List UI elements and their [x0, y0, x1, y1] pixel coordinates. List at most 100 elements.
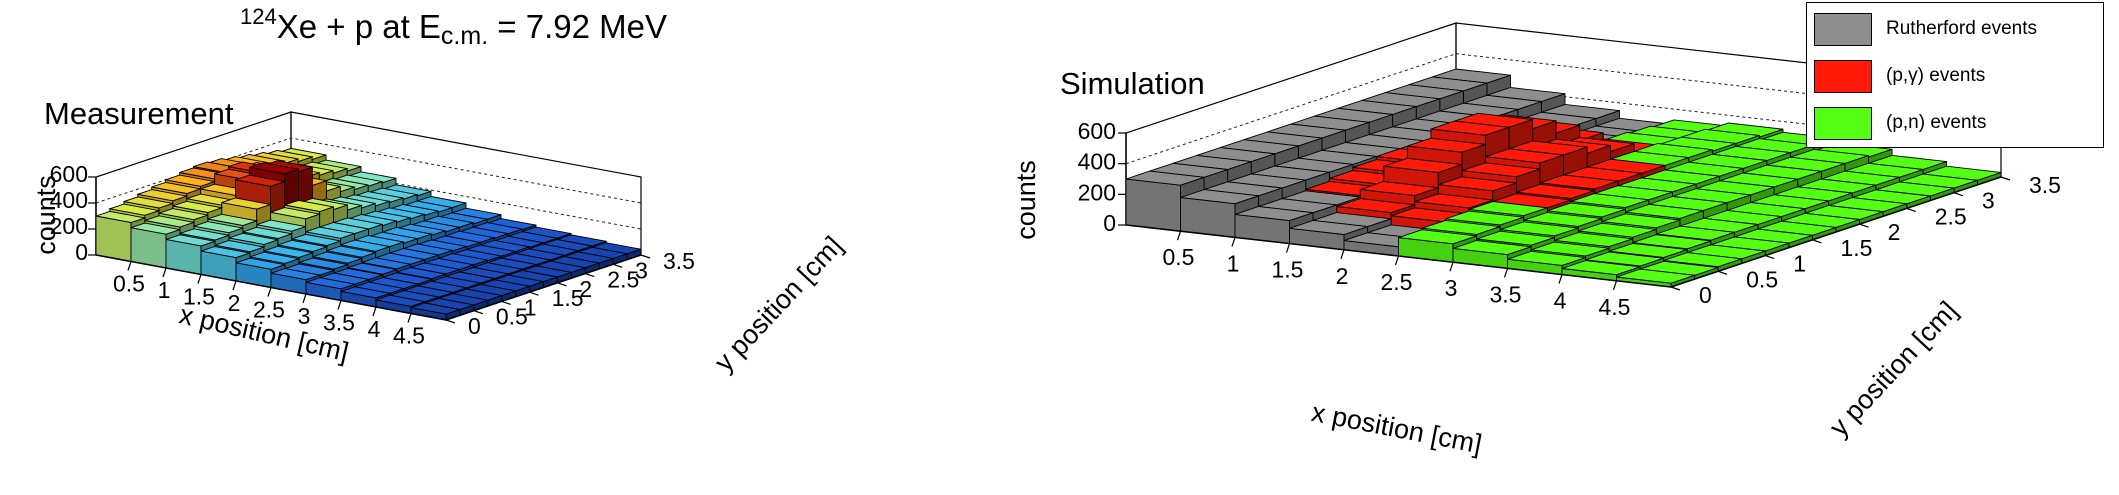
y-axis-line — [1670, 176, 2002, 288]
y-tick — [1670, 286, 1681, 291]
bars — [1125, 68, 2002, 288]
bar-top-face — [158, 208, 208, 221]
y-axis-line — [445, 254, 642, 321]
x-tick — [232, 280, 237, 291]
x-tick — [1340, 249, 1345, 259]
bar-top-face — [171, 200, 224, 213]
bar-top-face — [193, 221, 243, 234]
bar — [1616, 268, 1696, 288]
bar-top-face — [1656, 225, 1735, 241]
bar-top-face — [347, 262, 397, 275]
x-tick — [1612, 280, 1618, 290]
bar-top-face — [1234, 206, 1314, 222]
bar-top-face — [1616, 268, 1695, 284]
x-tick-label: 3.5 — [323, 310, 355, 336]
x-tick-label: 1 — [1227, 250, 1240, 276]
bar-top-face — [249, 162, 299, 175]
z-tick-label: 400 — [50, 187, 88, 213]
z-tick-label: 200 — [50, 213, 88, 239]
bar-top-face — [298, 257, 348, 270]
z-axis-label: counts — [31, 175, 61, 255]
bar-top-face — [221, 197, 271, 210]
bar-top-face — [143, 215, 196, 228]
bar-top-face — [1530, 241, 1610, 257]
x-tick-label: 0.5 — [1163, 244, 1195, 270]
bar-top-face — [206, 213, 259, 226]
bar-top-face — [165, 234, 216, 247]
bar-top-face — [178, 228, 231, 241]
bar-top-face — [1570, 193, 1650, 209]
bar-top-face — [213, 240, 266, 253]
x-tick-label: 1 — [158, 277, 171, 303]
y-tick-label: 0.5 — [1746, 266, 1778, 292]
x-tick — [1285, 243, 1291, 253]
x-tick — [1449, 262, 1454, 272]
bar-top-face — [1180, 189, 1259, 205]
z-gridline — [95, 137, 642, 204]
bar-top-face — [1547, 202, 1626, 218]
x-tick — [162, 267, 167, 278]
plot-measurement: 0.5 1 1.5 2 2.5 3 3.5 4 4.5 0 0.51 1.52 2.53 3.502004… — [31, 111, 848, 377]
panel-title-simulation: Simulation — [1060, 66, 1205, 101]
z-tick-label: 0 — [1103, 210, 1116, 236]
y-tick — [1906, 207, 1916, 212]
y-tick — [1765, 255, 1775, 260]
bar-top-face — [1499, 221, 1579, 237]
x-tick-label: 2 — [1336, 263, 1349, 289]
legend-label-pgamma: (p,γ) events — [1886, 65, 1986, 86]
x-tick — [302, 293, 307, 304]
bar-top-face — [256, 219, 306, 232]
bar-top-face — [305, 277, 356, 290]
legend-item-pgamma: (p,γ) events — [1814, 58, 1985, 94]
x-tick — [1503, 268, 1509, 278]
x-axis-label: x position [cm] — [1309, 397, 1484, 459]
bar-top-face — [235, 257, 286, 270]
bar-top-face — [394, 267, 448, 280]
y-tick-label: 0 — [1699, 282, 1712, 308]
y-tick-label: 3 — [635, 257, 648, 283]
y-tick-label: 0.5 — [496, 304, 528, 330]
title-reaction: Xe + p at E — [276, 8, 441, 45]
bar-top-face — [1383, 157, 1463, 173]
x-tick — [1558, 274, 1563, 284]
bar-top-face — [233, 174, 287, 187]
x-tick-label: 0.5 — [113, 271, 145, 297]
bar-top-face — [340, 286, 391, 299]
bar — [340, 286, 391, 308]
bar-top-face — [1585, 251, 1664, 267]
x-tick-label: 4.5 — [393, 323, 425, 349]
y-tick-label: 1 — [524, 294, 537, 320]
title-subscript: c.m. — [440, 22, 489, 50]
z-tick-label: 0 — [75, 239, 88, 265]
z-gridline — [1125, 53, 2002, 165]
y-tick — [612, 263, 623, 268]
bar-top-face — [1663, 252, 1742, 268]
legend-swatch-pgamma — [1814, 59, 1872, 93]
bar-top-face — [268, 207, 322, 220]
x-tick — [1176, 231, 1182, 241]
legend-item-rutherford: Rutherford events — [1814, 11, 2037, 47]
z-tick-label: 600 — [1078, 118, 1116, 144]
x-tick-label: 3.5 — [1490, 281, 1522, 307]
x-tick-label: 1.5 — [183, 284, 215, 310]
bar-top-face — [1485, 148, 1564, 164]
bar-top-face — [1414, 193, 1493, 209]
y-tick — [1717, 270, 1728, 275]
chart-title: 124Xe + p at Ec.m. = 7.92 MeV — [240, 4, 667, 51]
bar-front-face — [95, 215, 132, 263]
y-tick-label: 3.5 — [2029, 172, 2061, 198]
bar-top-face — [1554, 232, 1633, 248]
bar-top-face — [1625, 203, 1704, 219]
x-tick — [197, 274, 202, 284]
y-tick — [1953, 192, 1964, 197]
y-tick — [501, 300, 511, 305]
bar-top-face — [263, 245, 313, 258]
bar-top-face — [1445, 210, 1524, 226]
bar-top-face — [1289, 219, 1368, 235]
bar-top-face — [1407, 137, 1486, 153]
bar-top-face — [1561, 260, 1641, 276]
y-tick-label: 2.5 — [607, 267, 639, 293]
bar-top-face — [136, 189, 189, 202]
legend-swatch-rutherford — [1814, 12, 1872, 46]
y-tick-label: 1.5 — [1840, 235, 1872, 261]
